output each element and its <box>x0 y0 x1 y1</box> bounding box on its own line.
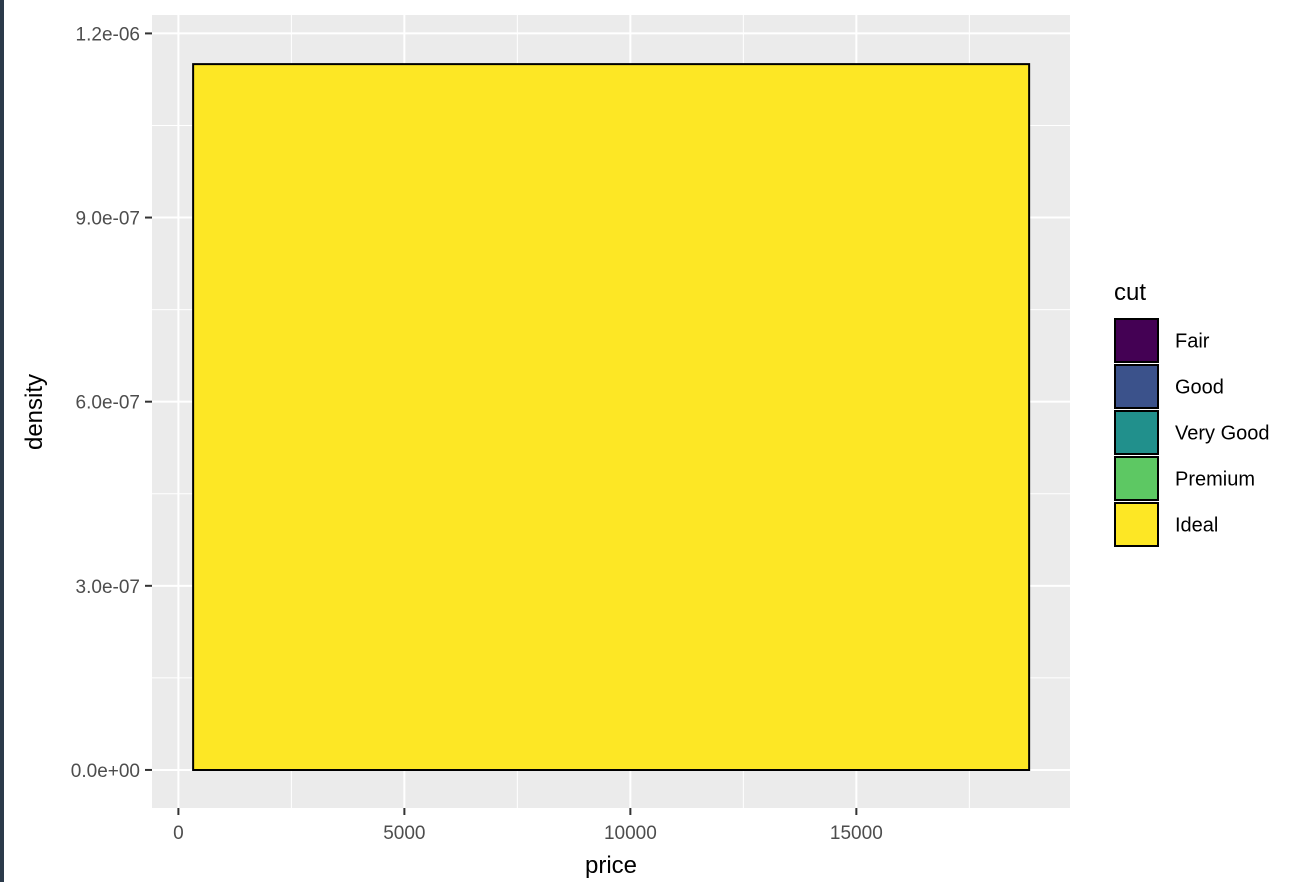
series-layer <box>192 63 1031 771</box>
y-tick-label: 3.0e-07 <box>76 577 140 598</box>
legend-label: Ideal <box>1175 515 1218 537</box>
legend-items: Fair Good Very Good Premium Ideal <box>1114 318 1270 547</box>
y-tick-label: 1.2e-06 <box>76 24 140 45</box>
legend-title: cut <box>1114 279 1146 306</box>
legend-label: Premium <box>1175 469 1255 491</box>
legend-key-premium <box>1114 456 1159 501</box>
density-area-ideal <box>192 63 1031 771</box>
y-axis-title: density <box>21 374 48 450</box>
legend-key-very-good <box>1114 410 1159 455</box>
legend-label: Good <box>1175 377 1224 399</box>
legend-key-ideal <box>1114 502 1159 547</box>
x-tick-label: 5000 <box>383 823 425 844</box>
window-edge <box>0 0 4 882</box>
y-tick-label: 9.0e-07 <box>76 209 140 230</box>
legend-label: Very Good <box>1175 423 1270 445</box>
y-tick-label: 6.0e-07 <box>76 393 140 414</box>
y-tick-label: 0.0e+00 <box>71 761 140 782</box>
x-axis-title: price <box>585 852 637 879</box>
x-tick-label: 0 <box>173 823 184 844</box>
legend-key-good <box>1114 364 1159 409</box>
legend-label: Fair <box>1175 331 1210 353</box>
x-axis: 0 5000 10000 15000 <box>173 808 883 844</box>
legend: cut Fair Good Very Good Premium Ideal <box>1114 279 1270 547</box>
y-axis: 0.0e+00 3.0e-07 6.0e-07 9.0e-07 1.2e-06 <box>71 24 152 782</box>
x-tick-label: 15000 <box>830 823 883 844</box>
x-tick-label: 10000 <box>604 823 657 844</box>
legend-key-fair <box>1114 318 1159 363</box>
